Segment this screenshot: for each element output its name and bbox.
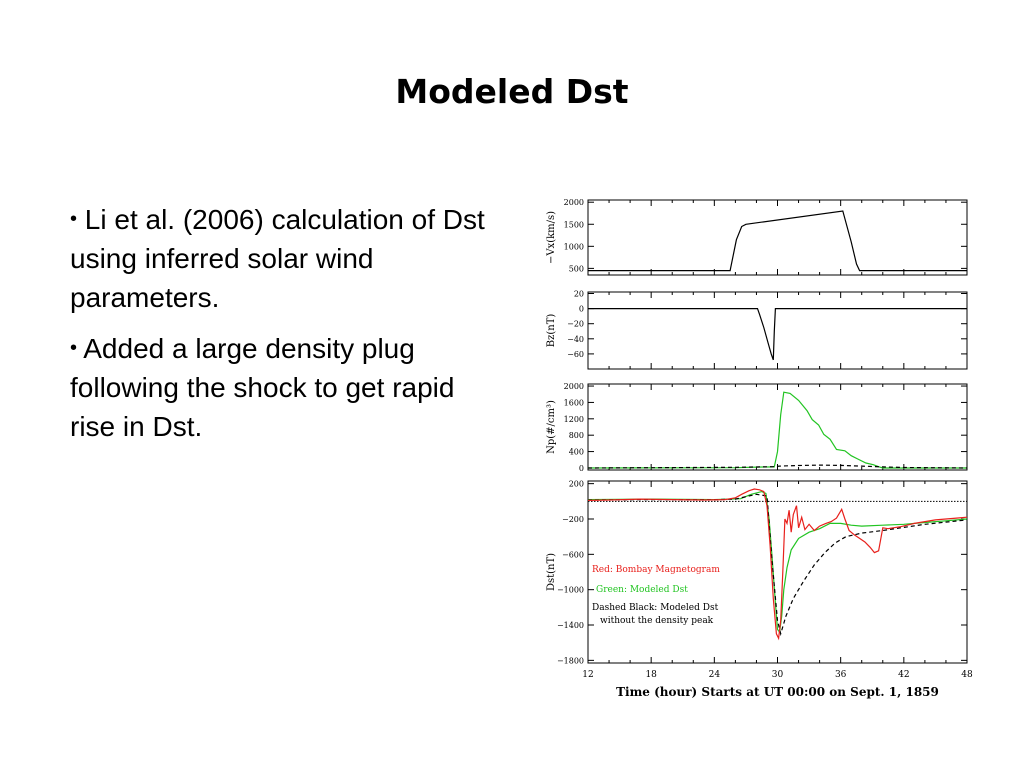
series-line-red	[587, 488, 968, 641]
y-axis-label: Np(#/cm³)	[546, 400, 557, 454]
x-tick-label: 30	[772, 670, 784, 680]
x-tick-label: 12	[582, 670, 593, 680]
y-tick-label: 200	[569, 480, 584, 489]
y-tick-label: 0	[579, 464, 584, 473]
legend-entry: Dashed Black: Modeled Dst	[592, 603, 719, 613]
series-line-black	[588, 210, 967, 272]
y-tick-label: 1200	[564, 415, 584, 424]
legend-entry: Red: Bombay Magnetogram	[592, 565, 720, 575]
panel-frame	[587, 199, 968, 276]
series-line-green	[587, 391, 967, 469]
bullet-text: Added a large density plug following the…	[70, 333, 455, 442]
y-tick-label: −60	[567, 350, 584, 359]
y-tick-label: −40	[567, 335, 584, 344]
y-tick-label: 800	[569, 431, 584, 440]
y-axis-label: −Vx(km/s)	[546, 211, 557, 264]
y-tick-label: −1400	[557, 621, 584, 630]
series-line-black-dashed	[587, 464, 968, 469]
bullet-list: • Li et al. (2006) calculation of Dst us…	[70, 200, 490, 458]
x-tick-label: 36	[835, 670, 847, 680]
x-axis-label: Time (hour) Starts at UT 00:00 on Sept. …	[616, 685, 939, 699]
y-tick-label: −20	[567, 320, 584, 329]
bullet-marker: •	[70, 337, 78, 359]
x-tick-label: 42	[898, 670, 909, 680]
bullet-text: Li et al. (2006) calculation of Dst usin…	[70, 204, 485, 313]
y-tick-label: 2000	[564, 382, 584, 391]
x-tick-label: 18	[645, 670, 657, 680]
y-tick-label: 20	[574, 290, 584, 299]
y-tick-label: 500	[569, 264, 584, 273]
y-axis-label: Dst(nT)	[546, 553, 557, 591]
bullet-marker: •	[70, 208, 78, 230]
y-tick-label: 1000	[564, 242, 584, 251]
y-axis-label: Bz(nT)	[546, 314, 557, 348]
bullet-item: • Li et al. (2006) calculation of Dst us…	[70, 200, 490, 317]
y-tick-label: −200	[562, 515, 584, 524]
series-line-black-dashed	[587, 493, 968, 637]
bullet-item: • Added a large density plug following t…	[70, 329, 490, 446]
series-line-black	[588, 308, 967, 361]
y-tick-label: 1600	[564, 398, 584, 407]
series-line-green	[587, 490, 968, 634]
panel-frame	[587, 383, 968, 471]
y-tick-label: 1500	[564, 220, 584, 229]
y-tick-label: 0	[579, 305, 584, 314]
y-tick-label: 400	[569, 448, 584, 457]
y-tick-label: 2000	[564, 198, 584, 207]
legend-entry: Green: Modeled Dst	[596, 585, 688, 595]
slide-title: Modeled Dst	[395, 72, 629, 111]
dst-figure: 500100015002000−Vx(km/s)200−20−40−60Bz(n…	[546, 198, 973, 699]
legend-entry: without the density peak	[600, 616, 714, 626]
x-tick-label: 24	[709, 670, 721, 680]
x-tick-label: 48	[961, 670, 973, 680]
panel-frame	[587, 291, 968, 370]
y-tick-label: −1000	[557, 586, 584, 595]
y-tick-label: −1800	[557, 656, 584, 665]
y-tick-label: −600	[562, 550, 584, 559]
